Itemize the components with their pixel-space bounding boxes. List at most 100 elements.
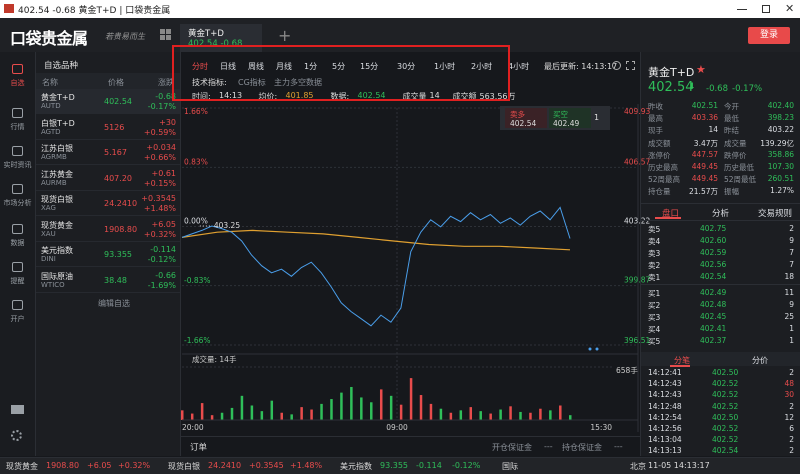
sidebar-icon[interactable]	[12, 262, 23, 272]
y2-tick-label: -1.66%	[184, 336, 211, 345]
mail-icon[interactable]	[11, 405, 24, 414]
period-tab[interactable]: 周线	[248, 62, 264, 71]
stat-value: 107.30	[767, 162, 794, 171]
stat-value: 403.36	[691, 113, 718, 123]
stat-label: 昨结	[724, 126, 739, 136]
symbol-name: 江苏黄金	[41, 169, 73, 179]
tick-tab[interactable]: 分笔	[674, 356, 690, 365]
volume-bar	[190, 413, 194, 420]
favorite-star[interactable]: ★	[696, 63, 706, 76]
refresh-icon[interactable]	[612, 61, 621, 70]
period-tab[interactable]: 分时	[192, 62, 208, 71]
quote-tab[interactable]: 分析	[712, 209, 730, 219]
sidebar-label[interactable]: 实时资讯	[3, 161, 32, 169]
indicator[interactable]: 主力多空数据	[274, 78, 322, 87]
book-label: 买1	[648, 289, 661, 298]
add-tab[interactable]: +	[278, 26, 292, 45]
sidebar-label[interactable]: 提醒	[10, 277, 25, 285]
indicator[interactable]: CG指标	[238, 78, 266, 87]
tick-volume: 6	[789, 424, 794, 433]
ticker-change: +0.3545	[249, 461, 284, 470]
title-bar	[0, 0, 800, 18]
watch-row[interactable]	[36, 217, 180, 242]
symbol-pct: +0.32%	[143, 229, 176, 239]
tick-volume: 12	[784, 412, 794, 422]
sell-button[interactable]	[505, 108, 547, 128]
sidebar-label[interactable]: 数据	[10, 239, 25, 247]
annotation: 403.25	[214, 221, 240, 230]
quote-tab[interactable]: 交易规则	[758, 209, 793, 219]
fullscreen-icon[interactable]	[626, 61, 635, 70]
settings-icon[interactable]	[11, 430, 22, 441]
buy-button[interactable]	[549, 108, 591, 128]
period-tab[interactable]: 日线	[220, 62, 236, 71]
watch-row[interactable]	[36, 268, 180, 293]
period-tab[interactable]: 4小时	[508, 62, 530, 71]
period-tab[interactable]: 月线	[276, 62, 292, 71]
login-button[interactable]: 登录	[748, 27, 790, 44]
period-tab[interactable]: 1小时	[434, 62, 456, 71]
volume-bar	[569, 415, 572, 420]
volume-bar	[250, 405, 254, 420]
symbol-pct: -1.69%	[147, 280, 176, 290]
ticker-name[interactable]: 现货白银	[168, 462, 200, 471]
period-tab[interactable]: 1分	[304, 62, 318, 71]
symbol-code: XAU	[41, 229, 56, 238]
live-dot	[588, 347, 592, 351]
margin-label: 开仓保证金	[492, 443, 532, 452]
tick-tab[interactable]: 分价	[752, 356, 768, 365]
stat-value: 21.57万	[689, 187, 718, 197]
watchlist-panel	[36, 52, 181, 456]
watch-row[interactable]	[36, 242, 180, 267]
watch-row[interactable]	[36, 89, 180, 114]
symbol-price: 38.48	[104, 275, 127, 285]
sidebar-label[interactable]: 自选	[10, 79, 25, 87]
sidebar-icon[interactable]	[12, 224, 23, 234]
product-tab[interactable]	[180, 24, 262, 52]
quote-tab[interactable]: 盘口	[662, 209, 680, 219]
sidebar-icon[interactable]	[12, 146, 23, 156]
watch-row[interactable]	[36, 140, 180, 165]
sidebar-icon[interactable]	[12, 300, 23, 310]
volume-bar	[320, 403, 323, 420]
watch-row[interactable]	[36, 166, 180, 191]
sidebar-icon[interactable]	[12, 64, 23, 74]
volume-bar	[300, 407, 303, 420]
tick-tabs-bg	[641, 352, 800, 366]
book-volume: 11	[784, 288, 794, 297]
ticker-name[interactable]: 现货黄金	[6, 462, 38, 471]
stat-label: 历史最高	[648, 163, 678, 172]
stat-label: 现手	[648, 126, 663, 136]
sidebar-label[interactable]: 市场分析	[3, 199, 32, 207]
period-tab[interactable]: 2小时	[471, 62, 493, 71]
ticker-name[interactable]: 国际	[502, 462, 518, 471]
symbol-change: +6.05	[151, 219, 176, 229]
sidebar-label[interactable]: 开户	[10, 315, 25, 323]
sidebar-icon[interactable]	[12, 108, 23, 118]
stat-value: 447.57	[691, 149, 718, 159]
info-value: 563.56万	[479, 92, 516, 101]
sidebar-icon[interactable]	[12, 184, 23, 194]
watch-row[interactable]	[36, 115, 180, 140]
quote-price: 402.54	[648, 80, 694, 95]
period-tab[interactable]: 5分	[332, 62, 346, 71]
period-tab[interactable]: 30分	[397, 62, 416, 71]
margin-value: ---	[544, 442, 553, 451]
watch-row[interactable]	[36, 191, 180, 216]
volume-bar	[409, 378, 413, 420]
ticker-pct: +1.48%	[290, 461, 323, 470]
book-volume: 18	[784, 272, 794, 281]
info-label: 成交额	[452, 92, 477, 101]
period-tab[interactable]: 15分	[360, 62, 379, 71]
column-header: 涨跌	[158, 78, 174, 87]
ticker-name[interactable]: 美元指数	[340, 462, 372, 471]
max-glyph	[762, 5, 770, 13]
quantity[interactable]: 1	[594, 113, 600, 122]
quote-change: -0.68	[706, 84, 728, 94]
sidebar-label[interactable]: 行情	[10, 123, 25, 131]
edit-watchlist[interactable]: 编辑自选	[98, 299, 130, 308]
order-title[interactable]: 订单	[190, 443, 208, 453]
book-price: 402.54	[700, 272, 727, 281]
symbol-change: -0.68	[155, 92, 176, 101]
volume-bar	[310, 409, 313, 420]
